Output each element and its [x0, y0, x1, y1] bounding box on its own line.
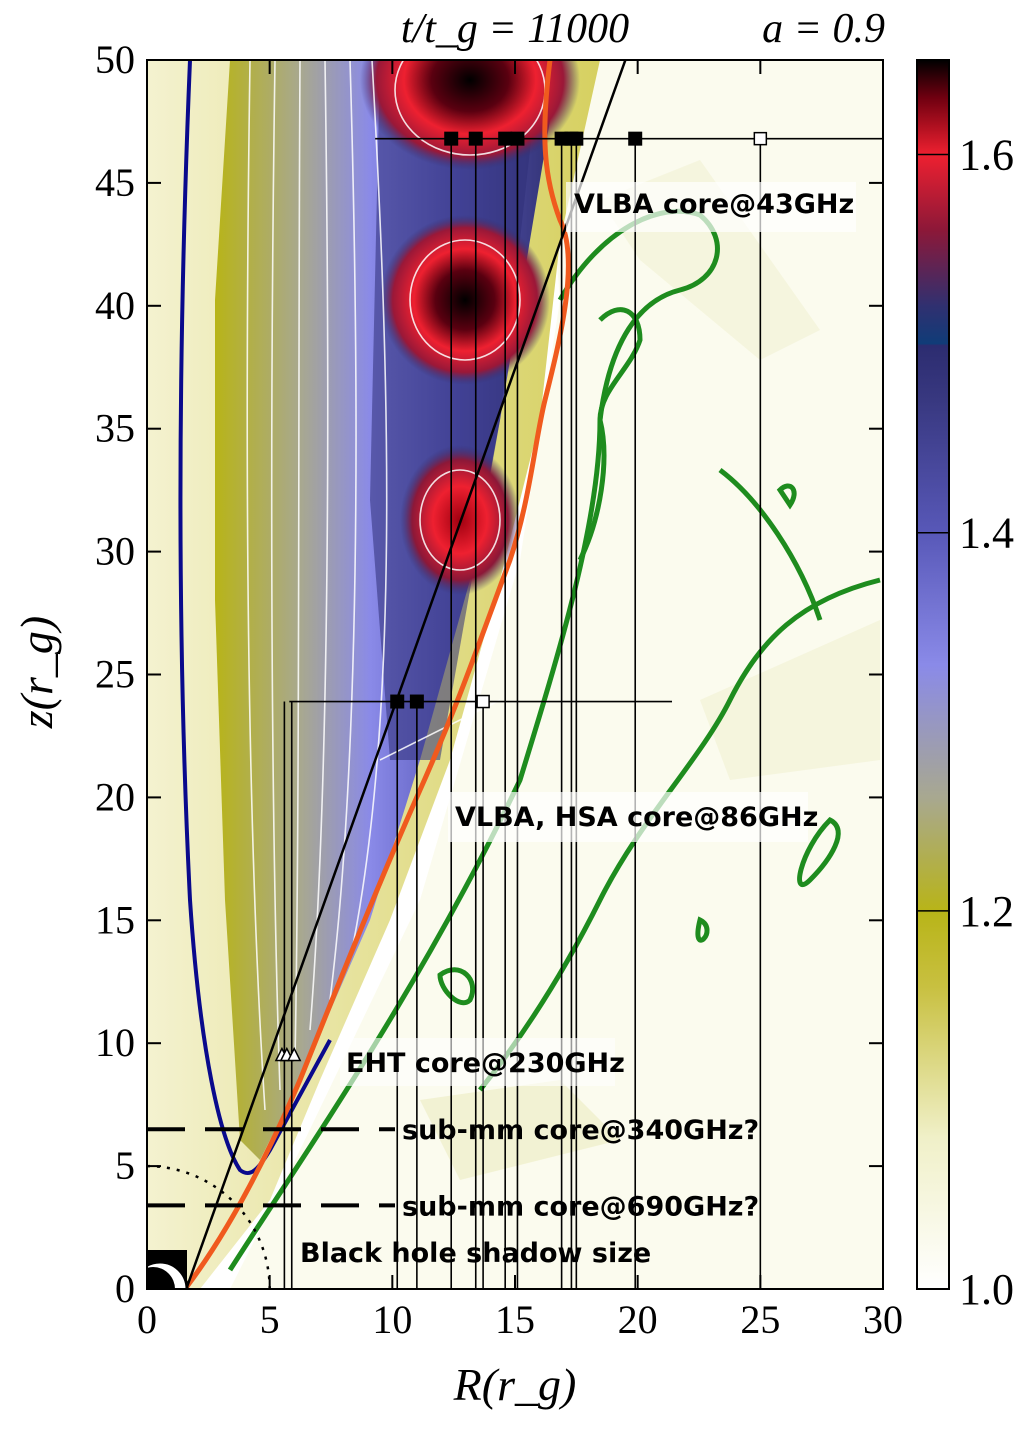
- colorbar-ticks: 1.0 1.2 1.4 1.6: [917, 131, 1014, 1314]
- colorbar-tick-label: 1.4: [959, 509, 1014, 558]
- knot-top: [360, 60, 580, 170]
- label-230ghz: EHT core@230GHz: [346, 1048, 625, 1079]
- marker-43-filled-square: [498, 131, 513, 146]
- marker-43-open-square: [753, 131, 768, 146]
- marker-86-filled-square: [409, 694, 424, 709]
- marker-43-filled-square: [444, 131, 459, 146]
- y-tick-label: 45: [95, 160, 135, 205]
- jet-boundary-line-segment: [185, 60, 627, 1289]
- marker-86-open-square: [476, 694, 490, 709]
- colorbar-tick-label: 1.6: [959, 131, 1014, 180]
- label-690ghz: sub-mm core@690GHz?: [402, 1191, 759, 1222]
- label-shadow-size: Black hole shadow size: [300, 1238, 651, 1269]
- jet-boundary-line: [185, 60, 627, 1289]
- x-tick-label: 30: [863, 1297, 903, 1342]
- y-tick-label: 15: [95, 897, 135, 942]
- title-time: t/t_g = 11000: [401, 6, 629, 52]
- label-86ghz: VLBA, HSA core@86GHz: [455, 802, 818, 833]
- marker-230-triangle: [286, 1046, 302, 1062]
- y-tick-label: 20: [95, 774, 135, 819]
- wind-streak: [700, 620, 880, 780]
- marker-43-filled-square: [468, 131, 483, 146]
- x-tick-label: 15: [495, 1297, 535, 1342]
- x-tick-label: 10: [372, 1297, 412, 1342]
- colorbar-tick-label: 1.2: [959, 887, 1014, 936]
- y-axis-label: z(r_g): [11, 616, 62, 729]
- x-tick-label: 0: [137, 1297, 157, 1342]
- colorbar-tick-label: 1.0: [959, 1265, 1014, 1314]
- y-tick-label: 5: [115, 1143, 135, 1188]
- y-tick-label: 25: [95, 652, 135, 697]
- marker-43-filled-square: [569, 131, 584, 146]
- heatmap-field: [147, 60, 883, 1289]
- marker-43-filled-square: [510, 131, 525, 146]
- label-230-backdrop: [340, 1038, 615, 1086]
- colorbar: 1.0 1.2 1.4 1.6: [916, 59, 1014, 1314]
- y-tick-label: 30: [95, 529, 135, 574]
- frequency-markers: VLBA core@43GHz VLBA, HSA core@86GHz EHT c…: [147, 131, 883, 1289]
- y-tick-label: 10: [95, 1020, 135, 1065]
- marker-43-filled-square: [628, 131, 643, 146]
- knot-middle: [380, 215, 550, 385]
- x-tick-label: 5: [260, 1297, 280, 1342]
- y-tick-label: 35: [95, 406, 135, 451]
- x-tick-label: 25: [740, 1297, 780, 1342]
- y-tick-label: 40: [95, 283, 135, 328]
- colorbar-gradient: [916, 59, 950, 1290]
- wind-region: [230, 60, 883, 1289]
- label-43-backdrop: [566, 182, 856, 232]
- axis-ticks: 0 5 10 15 20 25 30 0 5 10 15 20 25 30 35 40 45 50: [95, 37, 903, 1342]
- wind-streak: [420, 1080, 620, 1180]
- label-86-backdrop: [448, 792, 808, 842]
- y-tick-label: 0: [115, 1266, 135, 1311]
- y-tick-label: 50: [95, 37, 135, 82]
- label-43ghz: VLBA core@43GHz: [574, 189, 854, 220]
- x-axis-label: R(r_g): [453, 1359, 577, 1410]
- title-spin: a = 0.9: [762, 6, 885, 52]
- black-hole-disk: [147, 1267, 175, 1289]
- label-340ghz: sub-mm core@340GHz?: [402, 1115, 759, 1146]
- jet-edge-contour: [178, 60, 332, 1176]
- marker-86-filled-square: [390, 694, 405, 709]
- x-tick-label: 20: [618, 1297, 658, 1342]
